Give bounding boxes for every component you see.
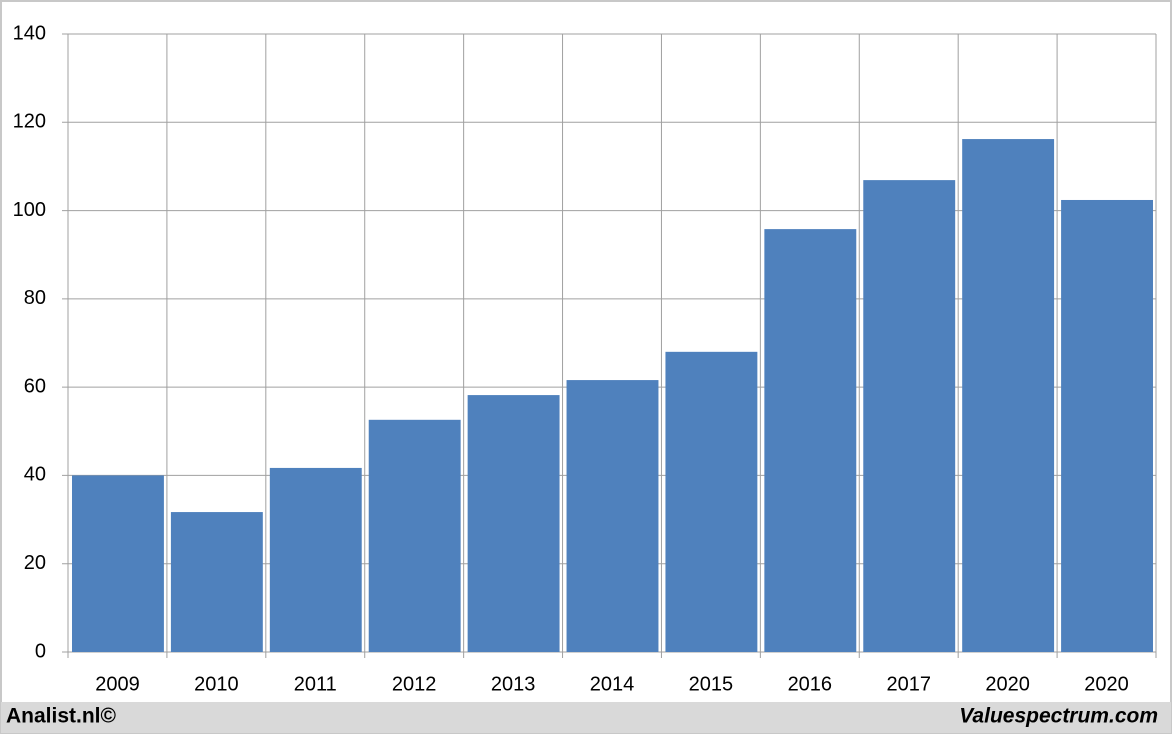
bar bbox=[566, 380, 659, 652]
bar bbox=[72, 475, 164, 652]
bar bbox=[764, 229, 857, 652]
x-tick-label: 2010 bbox=[194, 673, 239, 695]
x-tick-label: 2011 bbox=[294, 673, 337, 695]
y-tick-label: 120 bbox=[13, 111, 46, 133]
bar bbox=[269, 467, 362, 652]
x-tick-label: 2012 bbox=[392, 673, 437, 695]
x-tick-label: 2009 bbox=[95, 673, 140, 695]
footer-left: Analist.nl© bbox=[6, 705, 117, 728]
bar bbox=[863, 180, 956, 652]
y-tick-label: 80 bbox=[24, 287, 46, 309]
bar bbox=[368, 419, 461, 652]
bar bbox=[1061, 199, 1153, 652]
bar bbox=[467, 395, 560, 652]
bar bbox=[962, 139, 1055, 652]
footer-right: Valuespectrum.com bbox=[959, 705, 1158, 728]
y-tick-label: 0 bbox=[35, 640, 46, 662]
x-tick-label: 2017 bbox=[886, 673, 931, 695]
bar bbox=[665, 351, 758, 652]
x-tick-label: 2013 bbox=[491, 673, 536, 695]
bar bbox=[170, 512, 263, 652]
x-tick-label: 2014 bbox=[590, 673, 635, 695]
y-tick-label: 40 bbox=[24, 464, 46, 486]
y-tick-label: 100 bbox=[13, 199, 46, 221]
y-tick-label: 60 bbox=[24, 375, 46, 397]
x-tick-label: 2020 bbox=[985, 673, 1030, 695]
x-tick-label: 2016 bbox=[788, 673, 833, 695]
y-tick-label: 20 bbox=[24, 552, 46, 574]
y-tick-label: 140 bbox=[13, 22, 46, 44]
x-tick-label: 2015 bbox=[689, 673, 734, 695]
footer-bar bbox=[1, 702, 1171, 733]
x-tick-label: 2020 bbox=[1084, 673, 1129, 695]
